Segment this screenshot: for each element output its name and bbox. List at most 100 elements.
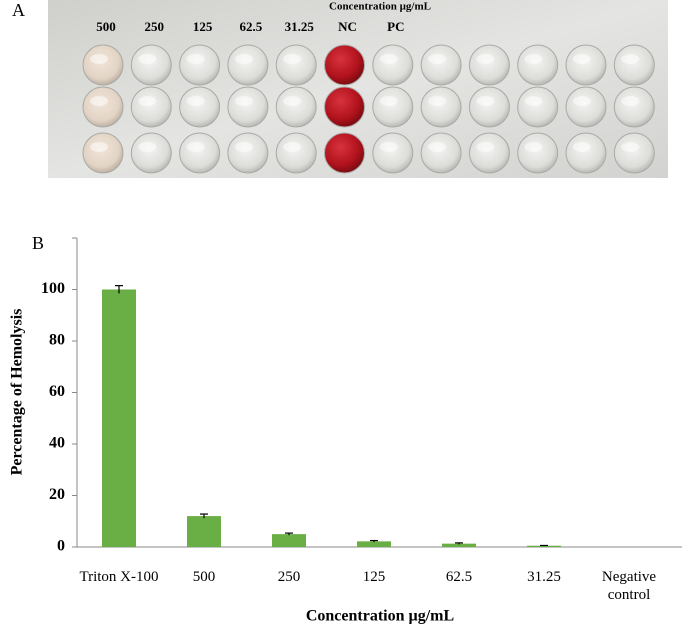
well-highlight	[234, 54, 253, 64]
well-highlight	[90, 54, 108, 64]
well-highlight	[621, 96, 640, 106]
bar	[187, 516, 221, 547]
well-highlight	[138, 142, 157, 152]
x-tick-label: 62.5	[445, 569, 473, 585]
well	[82, 132, 124, 174]
well-highlight	[573, 96, 591, 106]
x-tick-label: Triton X-100	[79, 569, 159, 585]
well-highlight	[234, 96, 253, 106]
well	[420, 86, 462, 128]
y-tick-label: 20	[49, 486, 65, 503]
y-tick-label: 80	[49, 332, 65, 349]
well	[324, 86, 365, 128]
well-highlight	[524, 54, 543, 64]
bar	[272, 534, 306, 547]
y-axis-label: Percentage of Hemolysis	[9, 309, 26, 476]
y-tick-label: 100	[41, 280, 65, 297]
well	[565, 44, 607, 86]
column-label: 500	[96, 19, 116, 34]
well	[372, 86, 414, 128]
well-highlight	[524, 142, 543, 152]
well-highlight	[573, 54, 591, 64]
well	[565, 86, 607, 128]
well	[420, 132, 462, 174]
well-highlight	[186, 54, 205, 64]
well	[517, 132, 559, 174]
well	[227, 44, 269, 86]
well-highlight	[90, 142, 108, 152]
well	[324, 44, 365, 86]
well-highlight	[476, 96, 495, 106]
column-label: PC	[387, 19, 404, 34]
well	[613, 86, 655, 128]
column-label: 31.25	[285, 19, 315, 34]
y-tick-label: 40	[49, 435, 65, 452]
well	[613, 44, 655, 86]
well-highlight	[379, 54, 398, 64]
well-highlight	[138, 54, 157, 64]
well	[420, 44, 462, 86]
well-highlight	[138, 96, 157, 106]
well-highlight	[283, 142, 302, 152]
well-highlight	[234, 142, 253, 152]
well-highlight	[573, 142, 591, 152]
well	[179, 44, 221, 86]
well	[227, 132, 269, 174]
well	[82, 44, 124, 86]
well-highlight	[186, 96, 205, 106]
well	[468, 132, 510, 174]
well-highlight	[476, 142, 495, 152]
well	[179, 132, 221, 174]
x-tick-label: Negative control	[601, 569, 657, 603]
well-highlight	[524, 96, 543, 106]
x-axis-label: Concentration µg/mL	[306, 608, 454, 625]
wells	[82, 44, 655, 174]
x-tick-label: 250	[277, 569, 301, 585]
x-tick-label: 125	[362, 569, 386, 585]
plate-title: Concentration µg/mL	[329, 1, 431, 13]
well-highlight	[283, 54, 302, 64]
well	[468, 44, 510, 86]
x-tick-label: 500	[192, 569, 216, 585]
bar	[102, 289, 136, 547]
column-label: 125	[193, 19, 213, 34]
well-highlight	[621, 54, 640, 64]
well-highlight	[379, 142, 398, 152]
well	[517, 86, 559, 128]
bar	[527, 545, 561, 547]
well	[468, 86, 510, 128]
bar	[442, 543, 476, 547]
well	[275, 44, 317, 86]
well	[613, 132, 655, 174]
y-tick-label: 60	[49, 383, 65, 400]
column-label: 250	[145, 19, 165, 34]
well-highlight	[90, 96, 108, 106]
well	[179, 86, 221, 128]
well	[130, 132, 172, 174]
well	[130, 44, 172, 86]
well	[275, 86, 317, 128]
well	[372, 132, 414, 174]
column-label: NC	[338, 19, 357, 34]
well	[82, 86, 124, 128]
well-highlight	[476, 54, 495, 64]
y-tick-label: 0	[57, 538, 65, 555]
well-highlight	[428, 96, 447, 106]
well	[130, 86, 172, 128]
panel-label: B	[32, 233, 44, 253]
column-label: 62.5	[240, 19, 263, 34]
well-highlight	[428, 54, 447, 64]
x-tick-label: 31.25	[527, 569, 561, 585]
panel-label: A	[12, 0, 25, 20]
well-highlight	[379, 96, 398, 106]
well	[227, 86, 269, 128]
well-highlight	[186, 142, 205, 152]
well	[324, 132, 365, 174]
well	[565, 132, 607, 174]
well	[517, 44, 559, 86]
well	[275, 132, 317, 174]
well-highlight	[428, 142, 447, 152]
well-highlight	[283, 96, 302, 106]
